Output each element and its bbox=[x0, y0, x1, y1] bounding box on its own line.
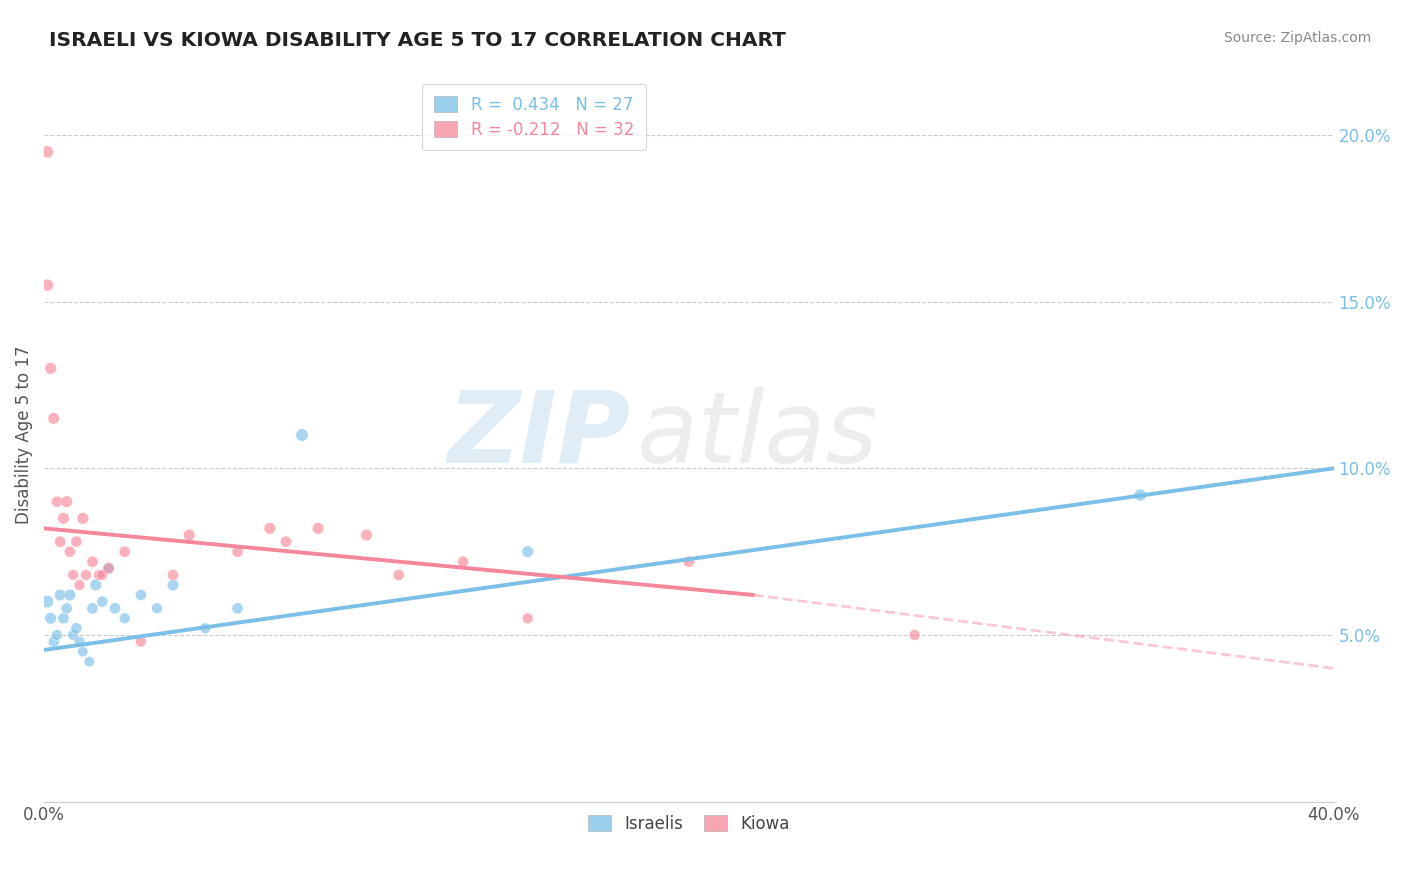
Point bbox=[46, 494, 69, 508]
Point bbox=[82, 601, 104, 615]
Point bbox=[84, 578, 107, 592]
Point bbox=[97, 561, 120, 575]
Point bbox=[388, 568, 411, 582]
Point bbox=[129, 634, 152, 648]
Point bbox=[179, 528, 201, 542]
Point bbox=[46, 628, 69, 642]
Y-axis label: Disability Age 5 to 17: Disability Age 5 to 17 bbox=[15, 346, 32, 524]
Point bbox=[678, 555, 700, 569]
Point bbox=[37, 594, 59, 608]
Point bbox=[162, 578, 184, 592]
Point bbox=[259, 521, 281, 535]
Text: Source: ZipAtlas.com: Source: ZipAtlas.com bbox=[1223, 31, 1371, 45]
Point bbox=[104, 601, 127, 615]
Point bbox=[226, 601, 249, 615]
Point bbox=[114, 611, 136, 625]
Text: atlas: atlas bbox=[637, 386, 879, 483]
Point bbox=[55, 601, 77, 615]
Point bbox=[516, 611, 538, 625]
Point bbox=[162, 568, 184, 582]
Point bbox=[62, 568, 84, 582]
Point bbox=[451, 555, 474, 569]
Point bbox=[307, 521, 329, 535]
Point bbox=[65, 534, 87, 549]
Point bbox=[49, 588, 72, 602]
Point bbox=[65, 621, 87, 635]
Point bbox=[39, 611, 62, 625]
Point bbox=[903, 628, 925, 642]
Point bbox=[39, 361, 62, 376]
Point bbox=[37, 278, 59, 293]
Point bbox=[82, 555, 104, 569]
Point bbox=[42, 411, 65, 425]
Point bbox=[59, 588, 82, 602]
Point bbox=[91, 568, 114, 582]
Point bbox=[62, 628, 84, 642]
Point bbox=[114, 544, 136, 558]
Point bbox=[49, 534, 72, 549]
Point bbox=[72, 511, 94, 525]
Point bbox=[146, 601, 169, 615]
Point bbox=[37, 145, 59, 159]
Point bbox=[516, 544, 538, 558]
Point bbox=[72, 645, 94, 659]
Point bbox=[194, 621, 217, 635]
Point bbox=[55, 494, 77, 508]
Point bbox=[226, 544, 249, 558]
Point bbox=[69, 634, 91, 648]
Point bbox=[77, 655, 100, 669]
Legend: Israelis, Kiowa: Israelis, Kiowa bbox=[576, 803, 801, 845]
Point bbox=[1129, 488, 1152, 502]
Point bbox=[87, 568, 110, 582]
Point bbox=[52, 511, 75, 525]
Text: ISRAELI VS KIOWA DISABILITY AGE 5 TO 17 CORRELATION CHART: ISRAELI VS KIOWA DISABILITY AGE 5 TO 17 … bbox=[49, 31, 786, 50]
Text: ZIP: ZIP bbox=[449, 386, 631, 483]
Point bbox=[91, 594, 114, 608]
Point bbox=[274, 534, 297, 549]
Point bbox=[69, 578, 91, 592]
Point bbox=[75, 568, 97, 582]
Point bbox=[129, 588, 152, 602]
Point bbox=[42, 634, 65, 648]
Point bbox=[291, 428, 314, 442]
Point bbox=[59, 544, 82, 558]
Point bbox=[97, 561, 120, 575]
Point bbox=[356, 528, 378, 542]
Point bbox=[52, 611, 75, 625]
